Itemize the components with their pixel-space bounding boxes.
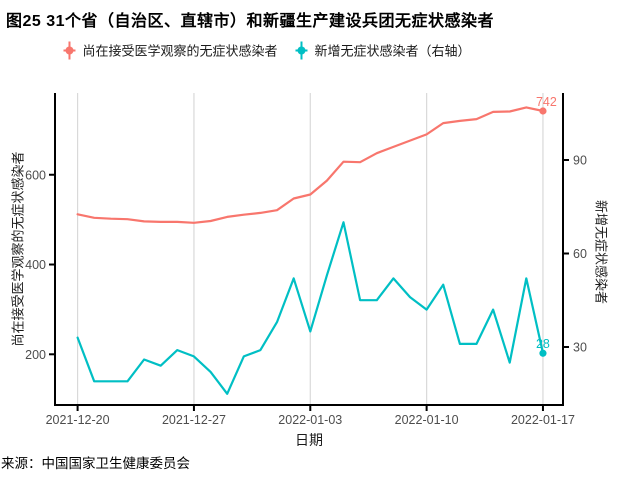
left-tick-label: 200 bbox=[25, 348, 46, 362]
right-tick-label: 90 bbox=[573, 153, 587, 167]
series-new: 28 bbox=[76, 221, 550, 395]
legend-item-new: 新增无症状感染者（右轴） bbox=[294, 41, 471, 60]
gridlines bbox=[76, 93, 544, 405]
end-point-label: 742 bbox=[536, 95, 557, 109]
right-axis-title: 新增无症状感染者 bbox=[593, 199, 609, 305]
legend-key-new-icon bbox=[294, 41, 310, 59]
x-tick-label: 2021-12-27 bbox=[162, 413, 226, 427]
series-line bbox=[76, 106, 545, 224]
source-note: 来源：中国国家卫生健康委员会 bbox=[1, 456, 190, 471]
figure-title: 图25 31个省（自治区、直辖市）和新疆生产建设兵团无症状感染者 bbox=[6, 13, 495, 30]
legend-key-observed-icon bbox=[61, 41, 77, 59]
legend: 尚在接受医学观察的无症状感染者 新增无症状感染者（右轴） bbox=[61, 41, 471, 60]
x-tick-label: 2022-01-03 bbox=[278, 413, 342, 427]
end-point-dot bbox=[539, 349, 547, 357]
series-observed: 742 bbox=[76, 95, 557, 224]
series-line bbox=[76, 221, 545, 395]
legend-item-observed: 尚在接受医学观察的无症状感染者 bbox=[61, 41, 278, 60]
data-series: 742 28 bbox=[76, 95, 557, 395]
left-tick-label: 400 bbox=[25, 258, 46, 272]
x-tick-label: 2021-12-20 bbox=[46, 413, 110, 427]
end-point-dot bbox=[539, 107, 547, 115]
x-tick-label: 2022-01-10 bbox=[395, 413, 459, 427]
tick-marks bbox=[49, 158, 569, 411]
legend-label-new: 新增无症状感染者（右轴） bbox=[314, 43, 471, 59]
right-tick-label: 60 bbox=[573, 247, 587, 261]
right-tick-label: 30 bbox=[573, 341, 587, 355]
left-axis-title: 尚在接受医学观察的无症状感染者 bbox=[10, 151, 26, 347]
left-tick-label: 600 bbox=[25, 168, 46, 182]
x-axis-title: 日期 bbox=[295, 432, 323, 448]
x-tick-label: 2022-01-17 bbox=[511, 413, 575, 427]
legend-label-observed: 尚在接受医学观察的无症状感染者 bbox=[82, 43, 278, 59]
end-point-label: 28 bbox=[536, 337, 550, 351]
tick-labels: 2021-12-20 2021-12-27 2022-01-03 2022-01-10… bbox=[25, 153, 587, 427]
axis-lines bbox=[54, 93, 564, 406]
